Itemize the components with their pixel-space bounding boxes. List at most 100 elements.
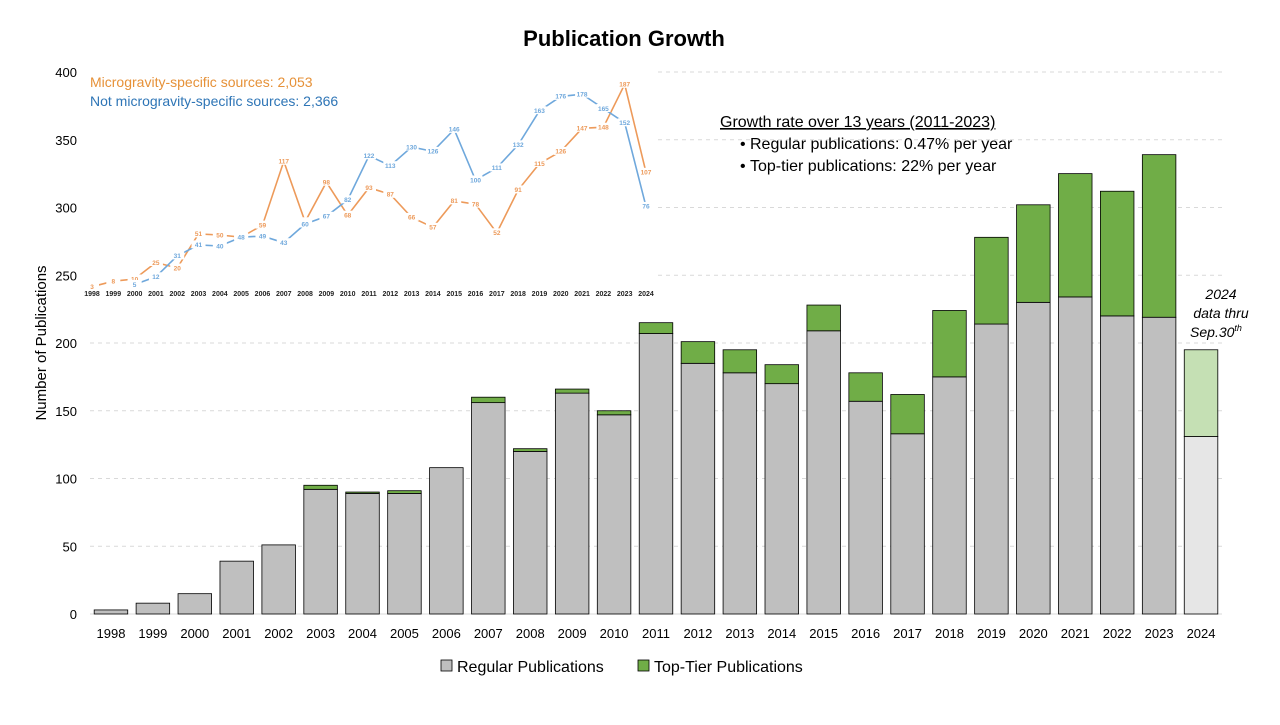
inset-x-tick-label: 2009 [319, 291, 335, 298]
inset-point-bg [383, 189, 398, 198]
x-tick-label: 2013 [725, 626, 754, 641]
bar-regular-2015 [806, 330, 841, 615]
x-tick-label: 2012 [683, 626, 712, 641]
inset-point-bg [170, 251, 185, 260]
inset-point-label: 91 [515, 187, 523, 194]
inset-point-bg [468, 199, 483, 208]
inset-point-bg [617, 118, 632, 127]
inset-point-label: 87 [387, 192, 395, 199]
inset-point-bg [255, 220, 270, 229]
bar-regular-2010 [596, 414, 632, 615]
x-axis-ticks: 1998 1999 2000 2001 2002 2003 2004 2005 2006 2007… [97, 626, 1216, 641]
inset-point-label: 117 [279, 159, 290, 166]
x-tick-label: 2005 [390, 626, 419, 641]
inset-point-label: 76 [642, 204, 650, 211]
x-tick-label: 2009 [558, 626, 587, 641]
inset-point-bg [340, 210, 355, 219]
inset-point-label: 31 [174, 253, 182, 260]
growth-bullet-1: • [740, 136, 746, 153]
x-tick-label: 2020 [1019, 626, 1048, 641]
annotation-line-1: 2024 [1204, 286, 1236, 302]
inset-point-bg [170, 263, 185, 272]
inset-point-label: 57 [429, 225, 437, 232]
inset-point-bg [617, 79, 632, 88]
inset-point-label: 78 [472, 202, 480, 209]
inset-point-label: 41 [195, 242, 203, 249]
bar-regular-2012 [680, 362, 716, 615]
x-tick-label: 2022 [1103, 626, 1132, 641]
bar-toptier-2023 [1141, 154, 1177, 318]
x-tick-label: 2001 [222, 626, 251, 641]
y-tick-label: 0 [70, 607, 77, 622]
x-tick-label: 2010 [600, 626, 629, 641]
inset-x-tick-label: 2017 [489, 291, 505, 298]
growth-item-toptier: Top-tier publications: 22% per year [750, 158, 997, 175]
growth-box-heading: Growth rate over 13 years (2011-2023) [720, 114, 995, 131]
inset-point-label: 60 [301, 221, 309, 228]
y-tick-label: 50 [63, 539, 77, 554]
x-tick-label: 2008 [516, 626, 545, 641]
bar-toptier-2004 [345, 491, 380, 494]
inset-x-tick-label: 2022 [596, 291, 612, 298]
x-tick-label: 1999 [138, 626, 167, 641]
bar-toptier-2010 [596, 410, 632, 416]
bar-regular-2013 [722, 372, 758, 615]
inset-point-label: 132 [513, 142, 524, 149]
y-tick-label: 400 [55, 65, 77, 80]
inset-point-bg [511, 185, 526, 194]
inset-point-label: 40 [216, 243, 224, 250]
inset-point-bg [425, 146, 440, 155]
x-tick-label: 2021 [1061, 626, 1090, 641]
inset-point-bg [511, 140, 526, 149]
inset-point-bg [319, 211, 334, 220]
inset-point-bg [596, 122, 611, 131]
inset-point-label: 178 [577, 92, 588, 99]
inset-point-label: 146 [449, 127, 460, 134]
bar-regular-2001 [219, 560, 254, 615]
inset-point-bg [639, 201, 653, 210]
annotation-superscript: th [1234, 323, 1242, 333]
inset-point-bg [553, 146, 568, 155]
bar-regular-2004 [345, 493, 380, 615]
inset-point-label: 165 [598, 106, 609, 113]
legend-swatch-regular [440, 659, 453, 672]
inset-point-bg [575, 89, 590, 98]
inset-point-label: 126 [427, 149, 438, 156]
bar-regular-2024 [1183, 436, 1219, 615]
bar-regular-2023 [1141, 316, 1177, 615]
inset-point-bg [255, 231, 270, 240]
inset-point-bg [489, 163, 504, 172]
x-tick-label: 2014 [767, 626, 796, 641]
inset-legend-not-microgravity: Not microgravity-specific sources: 2,366 [90, 93, 338, 109]
bar-regular-2003 [303, 488, 338, 615]
bar-toptier-2019 [974, 236, 1009, 325]
inset-point-bg [276, 156, 291, 165]
bar-regular-2019 [974, 323, 1009, 615]
y-tick-label: 350 [55, 133, 77, 148]
inset-point-bg [85, 282, 99, 291]
inset-x-tick-label: 2018 [510, 291, 526, 298]
x-tick-label: 1998 [97, 626, 126, 641]
growth-item-regular: Regular publications: 0.47% per year [750, 136, 1013, 153]
inset-x-tick-label: 2002 [169, 291, 185, 298]
inset-point-bg [191, 240, 206, 249]
x-tick-label: 2019 [977, 626, 1006, 641]
inset-point-label: 148 [598, 125, 609, 132]
inset-point-bg [639, 167, 653, 176]
y-tick-label: 250 [55, 268, 77, 283]
inset-point-label: 152 [619, 120, 630, 127]
bar-regular-2007 [471, 402, 506, 615]
inset-point-label: 10 [131, 276, 139, 283]
bar-regular-2016 [848, 400, 883, 615]
bar-toptier-2008 [513, 448, 548, 452]
inset-point-label: 126 [555, 149, 566, 156]
inset-point-bg [234, 232, 249, 241]
inset-background [82, 62, 658, 300]
inset-x-tick-label: 2010 [340, 291, 356, 298]
inset-point-label: 8 [111, 279, 115, 286]
inset-point-label: 176 [555, 94, 566, 101]
x-tick-label: 2003 [306, 626, 335, 641]
bar-toptier-2024 [1183, 349, 1219, 437]
inset-point-label: 107 [641, 170, 652, 177]
